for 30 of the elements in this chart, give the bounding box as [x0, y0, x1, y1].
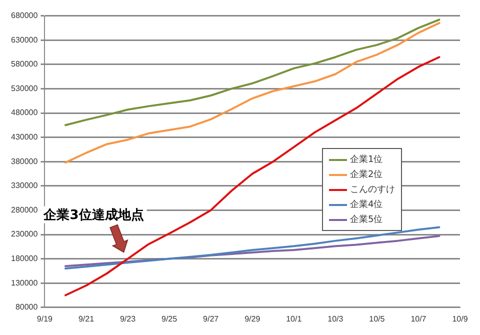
- y-tick-label: 80000: [15, 302, 38, 312]
- legend-label: 企業2位: [350, 168, 383, 181]
- y-tick-label: 330000: [10, 181, 38, 190]
- y-tick-label: 630000: [10, 35, 38, 44]
- legend-label: 企業5位: [350, 214, 383, 226]
- y-tick-label: 180000: [10, 254, 38, 264]
- annotation: 企業3位達成地点: [42, 207, 144, 224]
- x-tick-label: 9/21: [78, 314, 95, 324]
- x-tick-label: 10/3: [328, 314, 344, 324]
- x-tick-label: 9/27: [203, 314, 220, 324]
- legend-label: 企業1位: [350, 154, 383, 166]
- y-tick-label: 680000: [10, 11, 38, 20]
- x-tick-label: 10/9: [452, 314, 468, 324]
- x-tick-label: 9/25: [162, 314, 178, 324]
- x-tick-label: 10/5: [369, 314, 386, 324]
- legend-label: こんのすけ: [350, 184, 395, 196]
- y-tick-label: 230000: [10, 230, 38, 239]
- x-tick-label: 9/29: [244, 314, 261, 324]
- y-tick-label: 530000: [10, 84, 38, 93]
- y-tick-label: 480000: [10, 108, 38, 118]
- legend-label: 企業4位: [350, 198, 383, 211]
- y-tick-label: 430000: [10, 132, 38, 142]
- y-tick-label: 280000: [10, 205, 38, 214]
- y-tick-label: 580000: [10, 60, 38, 69]
- y-tick-label: 380000: [10, 156, 38, 166]
- x-tick-label: 10/1: [286, 314, 302, 324]
- x-tick-label: 10/7: [410, 314, 427, 324]
- x-tick-label: 9/23: [120, 314, 136, 324]
- y-tick-label: 130000: [10, 278, 38, 288]
- x-tick-label: 9/19: [36, 314, 54, 324]
